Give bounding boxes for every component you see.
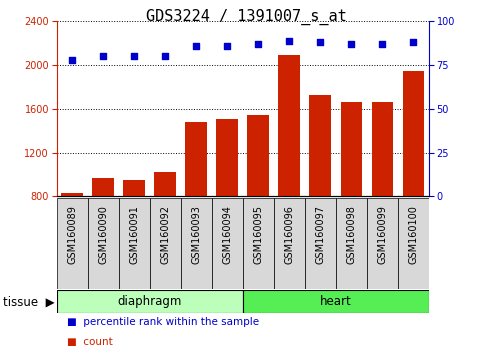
Bar [92, 178, 114, 196]
Text: GSM160095: GSM160095 [253, 205, 263, 264]
Bar [185, 122, 207, 196]
Bar [61, 193, 83, 196]
Text: GSM160097: GSM160097 [316, 205, 325, 264]
Bar [57, 290, 243, 313]
Point [348, 41, 355, 47]
Point [285, 38, 293, 43]
Text: GDS3224 / 1391007_s_at: GDS3224 / 1391007_s_at [146, 9, 347, 25]
Bar [279, 55, 300, 196]
Point [130, 53, 138, 59]
Bar [247, 115, 269, 196]
Point [254, 41, 262, 47]
Bar [119, 198, 150, 289]
Point [99, 53, 107, 59]
Bar [212, 198, 243, 289]
Text: GSM160089: GSM160089 [67, 205, 77, 264]
Text: ■  count: ■ count [67, 337, 112, 347]
Bar [216, 119, 238, 196]
Text: GSM160092: GSM160092 [160, 205, 170, 264]
Text: GSM160100: GSM160100 [408, 205, 419, 264]
Bar [243, 198, 274, 289]
Point [223, 43, 231, 48]
Bar [274, 198, 305, 289]
Text: heart: heart [320, 295, 352, 308]
Bar [310, 95, 331, 196]
Text: GSM160096: GSM160096 [284, 205, 294, 264]
Point [161, 53, 169, 59]
Text: GSM160091: GSM160091 [129, 205, 139, 264]
Bar [154, 172, 176, 196]
Text: GSM160093: GSM160093 [191, 205, 201, 264]
Point [68, 57, 76, 63]
Text: diaphragm: diaphragm [117, 295, 182, 308]
Bar [57, 198, 88, 289]
Bar [88, 198, 119, 289]
Text: GSM160098: GSM160098 [347, 205, 356, 264]
Text: GSM160090: GSM160090 [98, 205, 108, 264]
Bar [403, 70, 424, 196]
Point [410, 39, 418, 45]
Text: GSM160094: GSM160094 [222, 205, 232, 264]
Bar [398, 198, 429, 289]
Bar [341, 102, 362, 196]
Bar [372, 102, 393, 196]
Text: ■  percentile rank within the sample: ■ percentile rank within the sample [67, 317, 259, 327]
Bar [243, 290, 429, 313]
Point [379, 41, 387, 47]
Bar [305, 198, 336, 289]
Text: GSM160099: GSM160099 [377, 205, 387, 264]
Bar [123, 180, 145, 196]
Bar [181, 198, 212, 289]
Point [192, 43, 200, 48]
Bar [336, 198, 367, 289]
Text: tissue  ▶: tissue ▶ [2, 295, 54, 308]
Point [317, 39, 324, 45]
Bar [367, 198, 398, 289]
Bar [150, 198, 181, 289]
